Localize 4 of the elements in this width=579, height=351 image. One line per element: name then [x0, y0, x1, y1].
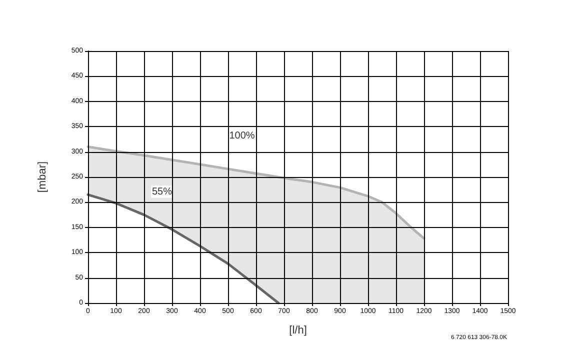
- y-axis-title: [mbar]: [36, 161, 48, 193]
- series-label: 55%: [152, 186, 172, 198]
- x-axis-title: [l/h]: [289, 324, 307, 336]
- text: 100%: [229, 130, 255, 142]
